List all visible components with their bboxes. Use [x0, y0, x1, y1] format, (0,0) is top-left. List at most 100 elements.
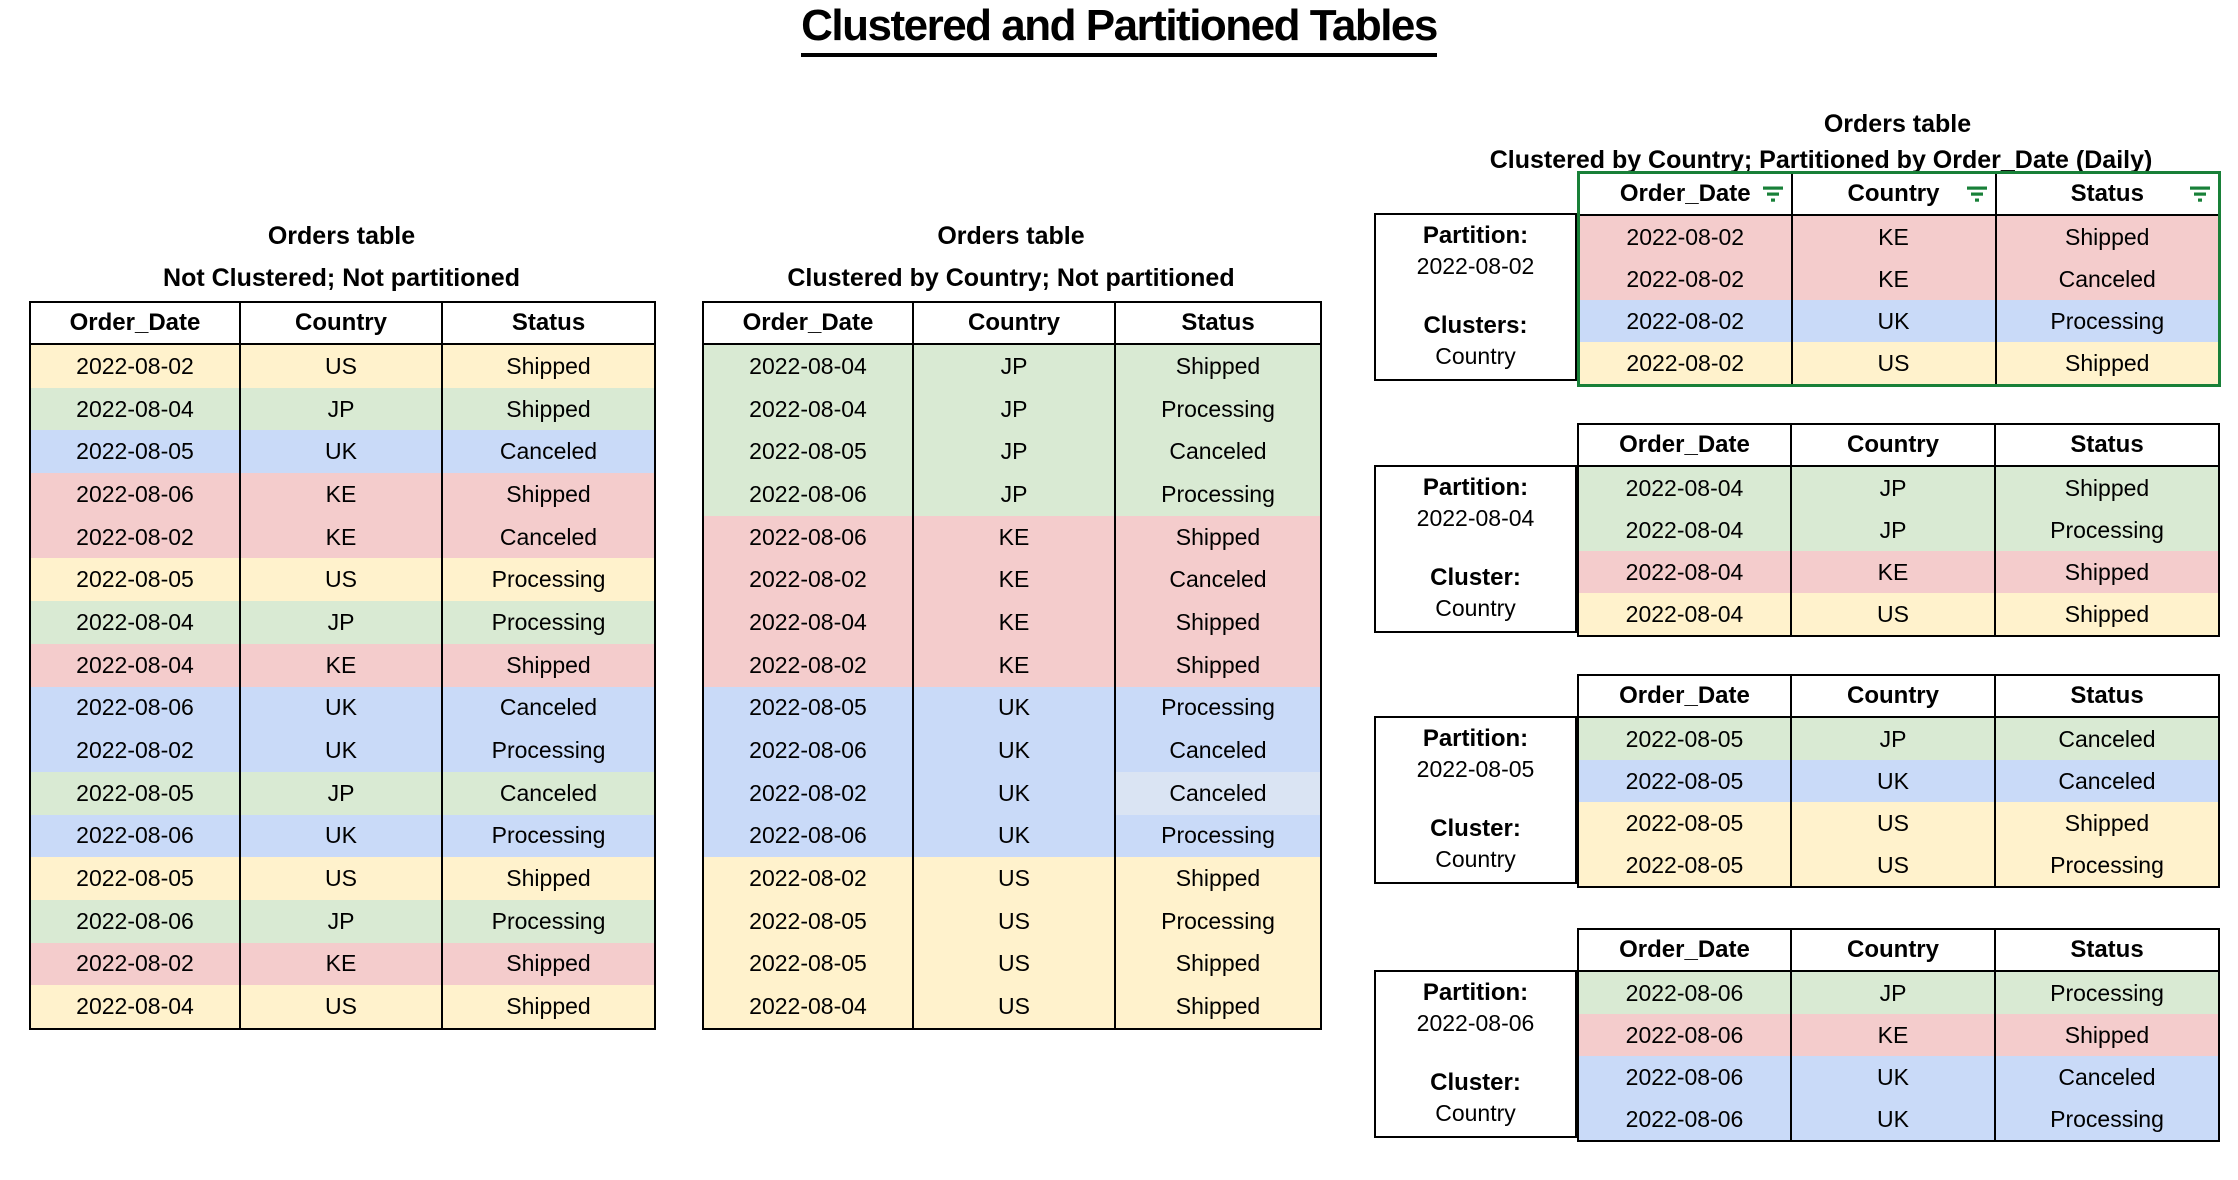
partition-table-2022-08-05: Order_Date Country Status 2022-08-05 JP Ca…	[1577, 674, 2220, 888]
cell-order-date: 2022-08-06	[702, 814, 914, 858]
orders-table-clustered: Order_Date Country Status 2022-08-04 JP Sh…	[702, 301, 1322, 1030]
column-header-country: Country	[1790, 424, 1996, 467]
cell-order-date: 2022-08-04	[702, 387, 914, 431]
cell-country: UK	[1790, 760, 1996, 802]
cell-country: US	[1790, 802, 1996, 844]
cell-country: JP	[912, 430, 1116, 474]
cell-country: KE	[1790, 551, 1996, 593]
partition-label-box: Partition: 2022-08-05 Cluster: Country	[1374, 716, 1577, 884]
cell-country: JP	[239, 601, 443, 644]
cell-country: JP	[912, 344, 1116, 388]
table-row: 2022-08-04 JP Shipped	[702, 344, 1322, 388]
cell-status: Processing	[1114, 686, 1322, 730]
table-row: 2022-08-04 KE Shipped	[702, 601, 1322, 644]
cell-status: Shipped	[1114, 344, 1322, 388]
table-row: 2022-08-05 UK Canceled	[29, 430, 656, 474]
cell-status: Canceled	[441, 430, 656, 474]
table-row: 2022-08-04 JP Shipped	[1577, 466, 2220, 509]
table-row: 2022-08-02 KE Canceled	[1577, 258, 2221, 300]
cell-order-date: 2022-08-02	[1577, 215, 1793, 258]
cell-country: UK	[239, 430, 443, 474]
column-header-order-date: Order_Date	[1577, 675, 1792, 718]
cell-status: Processing	[1994, 300, 2221, 342]
cluster-label: Cluster:	[1430, 1069, 1521, 1096]
cluster-label: Cluster:	[1430, 564, 1521, 591]
cell-country: JP	[1790, 717, 1996, 760]
cell-status: Processing	[1994, 844, 2220, 887]
cell-country: KE	[912, 601, 1116, 644]
cell-order-date: 2022-08-05	[29, 857, 241, 900]
cell-country: JP	[912, 473, 1116, 516]
table-row: 2022-08-04 JP Processing	[29, 601, 656, 644]
cluster-label: Clusters:	[1423, 312, 1528, 339]
header-row: Order_Date Country Status	[1577, 424, 2220, 467]
cell-country: KE	[1790, 1014, 1996, 1056]
cell-country: JP	[912, 387, 1116, 431]
cell-status: Shipped	[1114, 515, 1322, 559]
cell-order-date: 2022-08-02	[1577, 342, 1793, 386]
cell-order-date: 2022-08-04	[1577, 593, 1792, 636]
left-table-subtitle: Not Clustered; Not partitioned	[163, 264, 520, 292]
table-row: 2022-08-05 UK Processing	[702, 686, 1322, 730]
cell-country: UK	[1790, 300, 1997, 342]
table-row: 2022-08-06 KE Shipped	[1577, 1014, 2220, 1056]
cell-country: JP	[239, 771, 443, 815]
cell-order-date: 2022-08-05	[702, 899, 914, 943]
cell-country: US	[1790, 342, 1997, 386]
cell-status: Processing	[1114, 387, 1322, 431]
header-row: Order_Date Country Status	[1577, 172, 2221, 216]
table-row: 2022-08-06 UK Canceled	[1577, 1056, 2220, 1098]
table-row: 2022-08-02 KE Shipped	[702, 643, 1322, 687]
cell-country: JP	[239, 899, 443, 943]
cell-order-date: 2022-08-06	[29, 899, 241, 943]
cell-order-date: 2022-08-06	[702, 729, 914, 772]
table-row: 2022-08-02 US Shipped	[1577, 342, 2221, 386]
cell-country: KE	[1790, 258, 1997, 300]
table-row: 2022-08-05 US Shipped	[702, 942, 1322, 986]
table-row: 2022-08-02 US Shipped	[702, 857, 1322, 900]
cell-status: Shipped	[1114, 643, 1322, 687]
cell-order-date: 2022-08-06	[1577, 1014, 1792, 1056]
cell-order-date: 2022-08-02	[702, 857, 914, 900]
header-row: Order_Date Country Status	[1577, 675, 2220, 718]
middle-table-subtitle: Clustered by Country; Not partitioned	[787, 264, 1235, 292]
cell-country: JP	[239, 387, 443, 431]
cell-country: KE	[912, 643, 1116, 687]
cell-status: Shipped	[441, 857, 656, 900]
cell-status: Canceled	[1114, 558, 1322, 602]
cell-order-date: 2022-08-02	[29, 515, 241, 559]
partition-label-box: Partition: 2022-08-06 Cluster: Country	[1374, 970, 1577, 1138]
cell-status: Processing	[1114, 814, 1322, 858]
column-header-status: Status	[1994, 424, 2220, 467]
cell-status: Shipped	[1114, 985, 1322, 1029]
table-row: 2022-08-05 UK Canceled	[1577, 760, 2220, 802]
cell-order-date: 2022-08-04	[702, 344, 914, 388]
table-row: 2022-08-02 KE Canceled	[29, 515, 656, 559]
column-header-order-date: Order_Date	[1577, 929, 1792, 972]
cell-status: Shipped	[1994, 593, 2220, 636]
cell-country: US	[912, 985, 1116, 1029]
header-row: Order_Date Country Status	[1577, 929, 2220, 972]
table-row: 2022-08-05 US Processing	[1577, 844, 2220, 887]
cell-status: Processing	[1994, 1098, 2220, 1141]
table-row: 2022-08-05 JP Canceled	[702, 430, 1322, 474]
cell-order-date: 2022-08-05	[702, 430, 914, 474]
table-row: 2022-08-06 KE Shipped	[29, 473, 656, 516]
cell-order-date: 2022-08-02	[702, 643, 914, 687]
cell-status: Processing	[441, 558, 656, 602]
table-row: 2022-08-05 US Processing	[29, 558, 656, 602]
table-row: 2022-08-02 KE Shipped	[29, 942, 656, 986]
column-header-status: Status	[441, 302, 656, 345]
column-header-country: Country	[1790, 675, 1996, 718]
table-row: 2022-08-06 KE Shipped	[702, 515, 1322, 559]
cell-status: Processing	[441, 601, 656, 644]
right-section-title: Orders table	[1823, 110, 1972, 138]
cell-status: Canceled	[1994, 258, 2221, 300]
cell-order-date: 2022-08-05	[29, 430, 241, 474]
cell-status: Canceled	[1994, 1056, 2220, 1098]
cell-country: UK	[912, 771, 1116, 815]
cell-order-date: 2022-08-05	[1577, 760, 1792, 802]
column-header-order-date: Order_Date	[29, 302, 241, 345]
cell-country: KE	[912, 515, 1116, 559]
cell-order-date: 2022-08-02	[702, 771, 914, 815]
